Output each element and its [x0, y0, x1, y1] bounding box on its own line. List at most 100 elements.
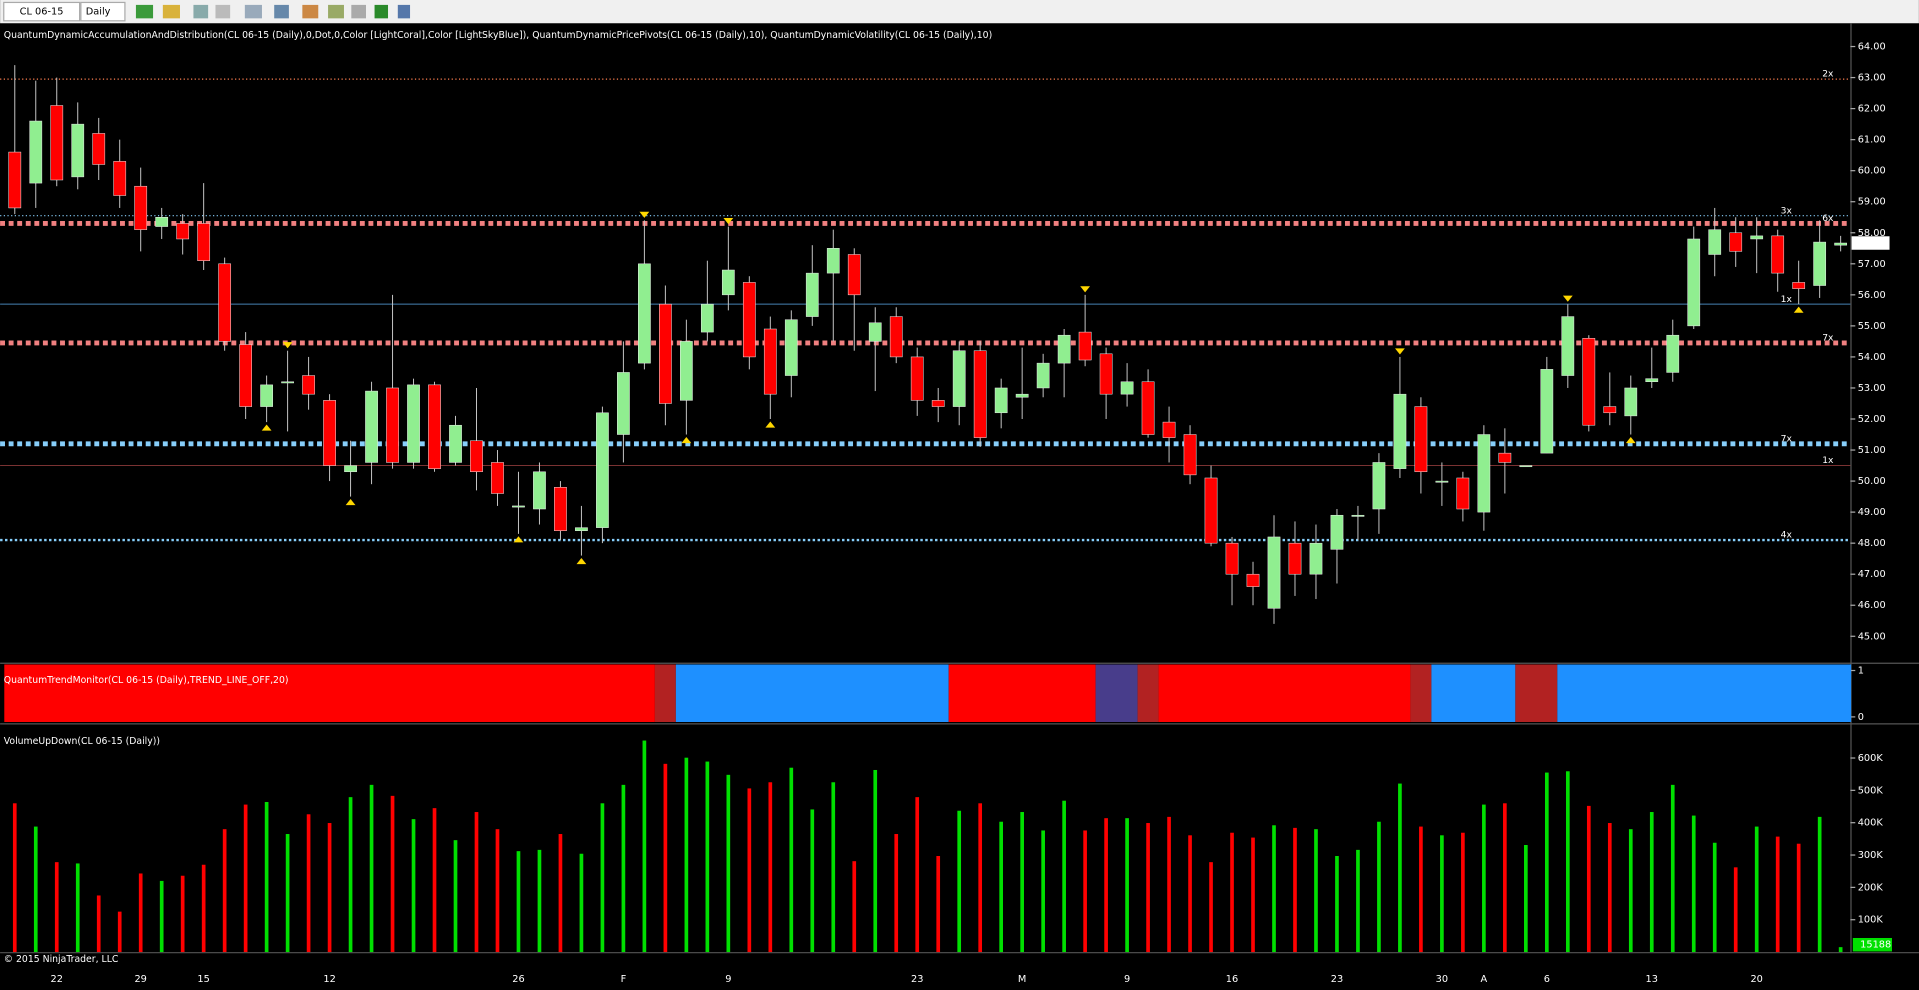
pivot-marker — [282, 342, 293, 349]
indicators-icon[interactable] — [302, 4, 319, 19]
x-tick-label: 29 — [134, 974, 146, 985]
volume-bar — [1377, 821, 1381, 953]
last-volume-box — [1852, 937, 1892, 952]
candle-body — [386, 387, 399, 463]
x-tick-label: 15 — [197, 974, 209, 985]
zoom-icon[interactable] — [193, 4, 209, 19]
period-box[interactable] — [80, 1, 126, 22]
y-tick-label: 53.00 — [1858, 383, 1886, 394]
x-tick-label: F — [621, 974, 627, 985]
crosshair-icon[interactable] — [244, 4, 262, 19]
properties-icon[interactable] — [351, 4, 366, 19]
draw-icon[interactable] — [162, 4, 180, 19]
pointer-icon[interactable] — [215, 4, 231, 19]
volume-bar — [474, 812, 479, 953]
volume-bar — [1524, 845, 1528, 953]
x-tick-label: 6 — [1544, 974, 1550, 985]
pivot-marker — [1395, 348, 1405, 355]
candle-body — [1456, 477, 1470, 510]
volume-bar — [201, 864, 206, 953]
y-tick-label: 47.00 — [1858, 569, 1886, 580]
volume-bar — [1125, 818, 1129, 953]
candle-body — [700, 303, 714, 333]
search-icon[interactable] — [274, 4, 289, 19]
y-tick-label: 500K — [1858, 785, 1884, 796]
candle-body — [113, 161, 127, 196]
candle-body — [1057, 334, 1071, 364]
y-tick-label: 1 — [1858, 666, 1864, 677]
volume-bar — [726, 774, 731, 953]
x-tick-label: 23 — [911, 974, 923, 985]
instrument-box[interactable] — [3, 1, 81, 22]
trend-band — [1431, 664, 1516, 723]
instrument[interactable]: CL 06-15 — [20, 7, 64, 18]
volume-bar — [516, 851, 521, 953]
candle-body — [1120, 381, 1134, 395]
candle-body — [784, 319, 798, 376]
x-tick-label: 12 — [323, 974, 335, 985]
trend-band — [1410, 664, 1432, 723]
volume-bar — [789, 767, 794, 953]
trend-band — [4, 664, 655, 723]
candle-body — [1393, 393, 1407, 469]
volume-bar — [1167, 816, 1171, 953]
volume-bar — [138, 873, 143, 953]
candle-body — [679, 341, 693, 401]
pivot-marker — [1793, 306, 1804, 313]
x-tick-label: 9 — [725, 974, 731, 985]
candle-body — [1267, 536, 1281, 609]
candle-body — [1204, 477, 1218, 544]
strategies-icon[interactable] — [328, 4, 344, 19]
candle-body — [1183, 434, 1197, 476]
level-label: 2x — [1822, 69, 1834, 80]
candle-body — [1603, 406, 1617, 414]
candle-body — [1435, 480, 1449, 483]
y-tick-label: 57.00 — [1858, 259, 1886, 270]
level-label: 7x — [1781, 433, 1793, 444]
y-tick-label: 61.00 — [1858, 135, 1886, 146]
y-tick-label: 600K — [1858, 753, 1884, 764]
volume-bar — [1062, 800, 1066, 953]
volume-bar — [978, 803, 983, 953]
volume-bar — [369, 784, 374, 953]
y-tick-label: 100K — [1858, 915, 1884, 926]
y-tick-label: 62.00 — [1858, 104, 1886, 115]
candle-body — [302, 375, 315, 395]
candle-body — [1750, 235, 1764, 240]
volume-bar — [1628, 829, 1633, 953]
volume-bar — [1293, 827, 1297, 953]
volume-bar — [852, 861, 857, 953]
volume-bar — [1733, 867, 1738, 953]
volume-bar — [348, 797, 353, 953]
volume-bar — [1482, 804, 1486, 953]
candle-body — [1687, 238, 1701, 327]
candle-body — [29, 120, 43, 184]
volume-bar — [1335, 856, 1339, 953]
volume-bar — [1083, 830, 1087, 953]
period[interactable]: Daily — [86, 7, 111, 18]
candle-body — [1519, 465, 1533, 468]
volume-bar — [1272, 825, 1276, 953]
volume-bar — [621, 784, 626, 953]
volume-bar — [1398, 783, 1402, 953]
dollar-icon[interactable] — [374, 4, 389, 19]
volume-bar — [1565, 771, 1570, 953]
candle-body — [407, 384, 420, 463]
pivot-marker — [765, 421, 776, 428]
candle-body — [1015, 393, 1029, 398]
volume-bar — [747, 788, 752, 953]
candle-body — [1246, 573, 1260, 587]
data-box-icon[interactable] — [397, 4, 411, 19]
y-tick-label: 45.00 — [1858, 631, 1886, 642]
volume-bar — [96, 895, 101, 953]
candle-body — [721, 269, 735, 296]
volume-bar — [222, 829, 227, 953]
candle-body — [1771, 235, 1785, 274]
candle-body — [1624, 387, 1638, 417]
volume-bar — [1712, 842, 1717, 953]
volume-bar — [579, 853, 584, 953]
volume-bar — [663, 763, 668, 953]
candle-body — [1792, 282, 1806, 289]
chart-style-icon[interactable] — [135, 4, 154, 19]
